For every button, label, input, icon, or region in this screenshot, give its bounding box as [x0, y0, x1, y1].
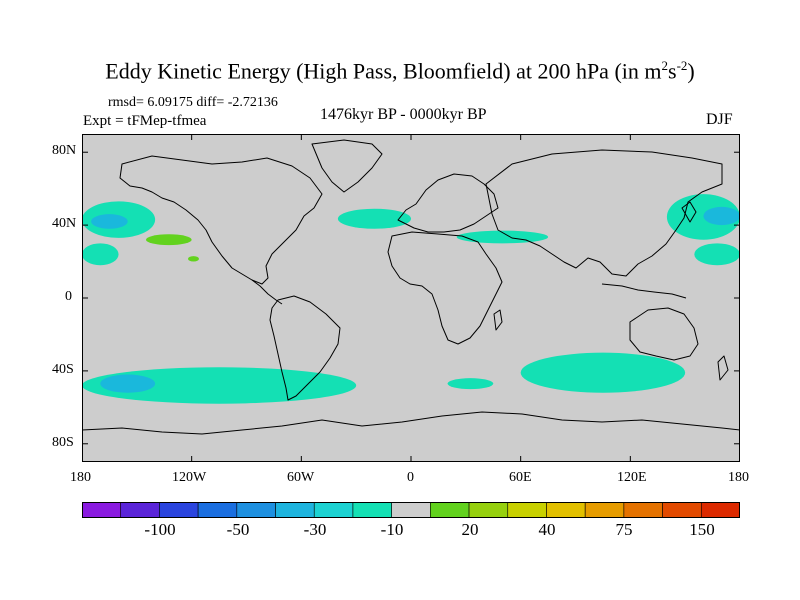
- colorbar-bin: [546, 502, 586, 518]
- colorbar-label: -10: [380, 520, 404, 539]
- x-tick-label: 0: [407, 470, 414, 485]
- colorbar-label: 150: [689, 520, 715, 539]
- coastline-antarctica: [82, 411, 740, 435]
- axis-ticks: [82, 134, 740, 462]
- colorbar-bin: [662, 502, 702, 518]
- x-tick-label: 180: [70, 470, 91, 485]
- coastline-indonesia: [601, 283, 687, 299]
- colorbar-bin: [468, 502, 509, 518]
- coastline-africa: [387, 231, 503, 345]
- anomaly-region: [694, 243, 740, 266]
- coastline-europe: [397, 173, 499, 233]
- x-tick-label: 60E: [509, 470, 532, 485]
- anomaly-layer: [82, 194, 740, 404]
- coastline-north-america: [119, 155, 323, 285]
- stats-label: rmsd= 6.09175 diff= -2.72136: [108, 95, 278, 110]
- y-tick-label: 40S: [52, 362, 74, 377]
- anomaly-region: [703, 206, 740, 226]
- colorbar-bin: [391, 502, 431, 518]
- anomaly-region: [447, 378, 494, 390]
- colorbar-label: -30: [303, 520, 327, 539]
- coastline-south-america: [269, 295, 341, 401]
- y-tick-label: 40N: [52, 216, 77, 231]
- y-tick-label: 80S: [52, 435, 74, 450]
- colorbar: [82, 502, 740, 518]
- coastline-asia: [485, 149, 723, 277]
- colorbar-label: 75: [615, 520, 633, 539]
- plot-title: Eddy Kinetic Energy (High Pass, Bloomfie…: [105, 58, 695, 84]
- world-map: [82, 134, 740, 462]
- anomaly-region: [520, 352, 686, 393]
- coastline-new-zealand: [717, 355, 729, 381]
- anomaly-region: [337, 208, 411, 229]
- colorbar-bin: [507, 502, 547, 518]
- x-tick-label: 120W: [172, 470, 207, 485]
- y-tick-label: 0: [65, 289, 72, 304]
- colorbar-bin: [120, 502, 160, 518]
- colorbar-bin: [82, 502, 122, 518]
- colorbar-bins: [82, 502, 740, 518]
- map-background: [82, 134, 740, 462]
- colorbar-label: 20: [461, 520, 479, 539]
- anomaly-region: [145, 234, 192, 246]
- colorbar-bin: [623, 502, 663, 518]
- experiment-label: Expt = tFMep-tfmea: [83, 113, 207, 129]
- anomaly-region: [82, 243, 119, 266]
- colorbar-label: 40: [538, 520, 556, 539]
- coastlines: [82, 139, 740, 435]
- anomaly-region: [100, 374, 156, 393]
- coastline-australia: [629, 307, 699, 361]
- colorbar-bin: [313, 502, 354, 518]
- colorbar-bin: [197, 502, 238, 518]
- colorbar-bin: [700, 502, 740, 518]
- colorbar-bin: [236, 502, 276, 518]
- anomaly-region: [188, 256, 199, 262]
- x-tick-label: 120E: [617, 470, 647, 485]
- coastline-greenland: [311, 139, 383, 193]
- coastline-central-america: [251, 279, 283, 305]
- colorbar-label: -50: [226, 520, 250, 539]
- colorbar-frame: [82, 502, 740, 518]
- colorbar-label: -100: [144, 520, 176, 539]
- colorbar-bin: [159, 502, 199, 518]
- colorbar-bin: [275, 502, 315, 518]
- coastline-japan: [681, 201, 697, 223]
- anomaly-region: [91, 214, 128, 229]
- coastline-madagascar: [493, 309, 503, 331]
- colorbar-bin: [352, 502, 392, 518]
- colorbar-bin: [584, 502, 625, 518]
- period-label: 1476kyr BP - 0000kyr BP: [320, 106, 487, 123]
- colorbar-bin: [430, 502, 470, 518]
- x-tick-label: 60W: [287, 470, 315, 485]
- season-label: DJF: [706, 111, 733, 128]
- y-tick-label: 80N: [52, 143, 77, 158]
- x-tick-label: 180: [728, 470, 749, 485]
- anomaly-region: [82, 367, 357, 404]
